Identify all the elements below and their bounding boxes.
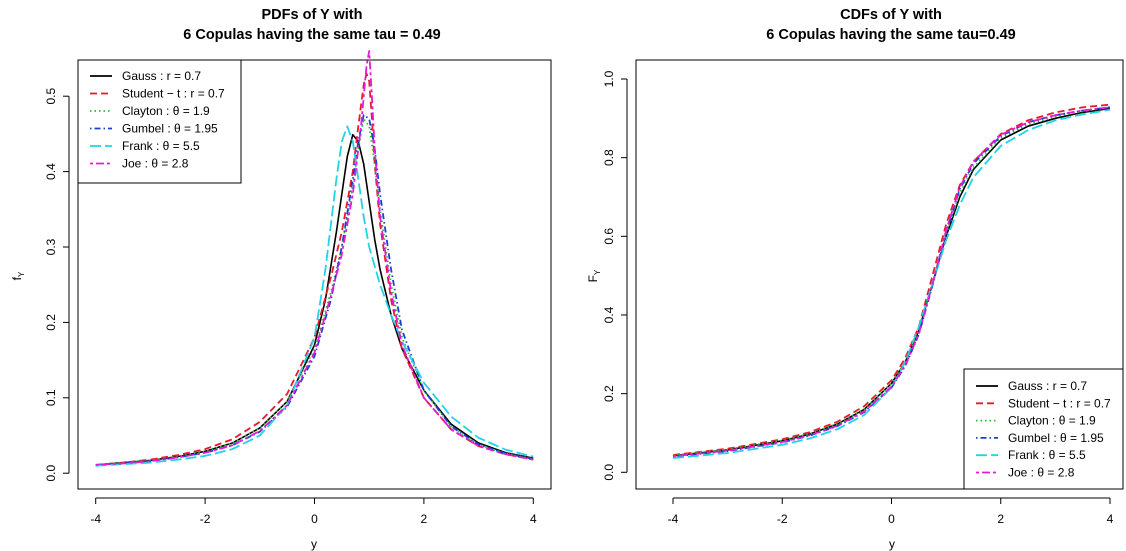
- cdf-y-tick-label: 0.2: [602, 385, 616, 402]
- pdf-legend-label-3: Gumbel : θ = 1.95: [122, 122, 218, 136]
- cdf-legend-label-2: Clayton : θ = 1.9: [1008, 414, 1096, 428]
- cdf-legend-label-1: Student − t : r = 0.7: [1008, 396, 1111, 410]
- pdf-legend-label-0: Gauss : r = 0.7: [122, 69, 201, 83]
- cdf-y-axis: 0.0 0.2 0.4 0.6 0.8 1.0: [602, 70, 628, 481]
- cdf-chart-title-line1: CDFs of Y with: [840, 7, 942, 23]
- cdf-chart: CDFs of Y with 6 Copulas having the same…: [586, 7, 1124, 551]
- cdf-x-axis-label: y: [889, 537, 895, 551]
- pdf-x-tick-label: -4: [90, 512, 101, 526]
- pdf-legend-label-1: Student − t : r = 0.7: [122, 87, 225, 101]
- pdf-y-tick-label: 0.3: [44, 238, 58, 255]
- cdf-legend-label-0: Gauss : r = 0.7: [1008, 379, 1087, 393]
- pdf-legend-box: [77, 59, 242, 184]
- cdf-x-tick-label: 0: [888, 512, 895, 526]
- cdf-legend-label-4: Frank : θ = 5.5: [1008, 448, 1086, 462]
- pdf-y-tick-label: 0.1: [44, 389, 58, 406]
- cdf-y-tick-label: 0.0: [602, 464, 616, 481]
- cdf-y-tick-label: 1.0: [602, 70, 616, 87]
- cdf-y-axis-label: FY: [586, 269, 602, 282]
- pdf-chart-title-line2: 6 Copulas having the same tau = 0.49: [183, 27, 440, 43]
- pdf-legend-label-5: Joe : θ = 2.8: [122, 157, 189, 171]
- cdf-y-tick-label: 0.8: [602, 149, 616, 166]
- cdf-x-tick-label: -2: [777, 512, 788, 526]
- pdf-y-tick-label: 0.5: [44, 88, 58, 105]
- cdf-legend-label-3: Gumbel : θ = 1.95: [1008, 431, 1104, 445]
- pdf-chart: PDFs of Y with 6 Copulas having the same…: [10, 7, 552, 551]
- cdf-x-tick-label: -4: [668, 512, 679, 526]
- pdf-x-tick-label: -2: [200, 512, 211, 526]
- cdf-plot-frame: [635, 59, 1124, 490]
- pdf-y-axis: 0.0 0.1 0.2 0.3 0.4 0.5: [44, 88, 70, 482]
- pdf-x-tick-label: 0: [311, 512, 318, 526]
- pdf-plot-frame: [77, 59, 552, 490]
- cdf-series-line-4: [672, 108, 1111, 459]
- pdf-legend-label-4: Frank : θ = 5.5: [122, 139, 200, 153]
- cdf-chart-title-line2: 6 Copulas having the same tau=0.49: [766, 27, 1015, 43]
- cdf-legend-box: [963, 368, 1124, 490]
- cdf-series-line-1: [672, 103, 1111, 456]
- cdf-legend-label-5: Joe : θ = 2.8: [1008, 466, 1075, 480]
- cdf-y-tick-label: 0.4: [602, 306, 616, 323]
- pdf-series-line-1: [95, 72, 534, 466]
- pdf-chart-title-line1: PDFs of Y with: [262, 7, 363, 23]
- pdf-y-axis-label: fY: [10, 271, 26, 280]
- pdf-y-tick-label: 0.0: [44, 465, 58, 482]
- cdf-x-tick-label: 2: [997, 512, 1004, 526]
- pdf-legend-label-2: Clayton : θ = 1.9: [122, 104, 210, 118]
- cdf-series-layer: [672, 103, 1111, 459]
- pdf-series-line-4: [95, 125, 534, 467]
- cdf-y-tick-label: 0.6: [602, 228, 616, 245]
- pdf-legend: Gauss : r = 0.7 Student − t : r = 0.7 Clay…: [77, 59, 242, 184]
- pdf-y-tick-label: 0.2: [44, 314, 58, 331]
- pdf-series-line-5: [95, 50, 534, 466]
- pdf-x-tick-label: 2: [421, 512, 428, 526]
- cdf-x-axis: -4 -2 0 2 4: [668, 497, 1114, 526]
- cdf-legend: Gauss : r = 0.7 Student − t : r = 0.7 Clay…: [963, 368, 1124, 490]
- pdf-series-line-0: [95, 133, 534, 466]
- pdf-y-tick-label: 0.4: [44, 163, 58, 180]
- pdf-series-layer: [95, 50, 534, 467]
- pdf-x-axis: -4 -2 0 2 4: [90, 497, 537, 526]
- pdf-x-tick-label: 4: [530, 512, 537, 526]
- cdf-x-tick-label: 4: [1107, 512, 1114, 526]
- pdf-x-axis-label: y: [311, 537, 317, 551]
